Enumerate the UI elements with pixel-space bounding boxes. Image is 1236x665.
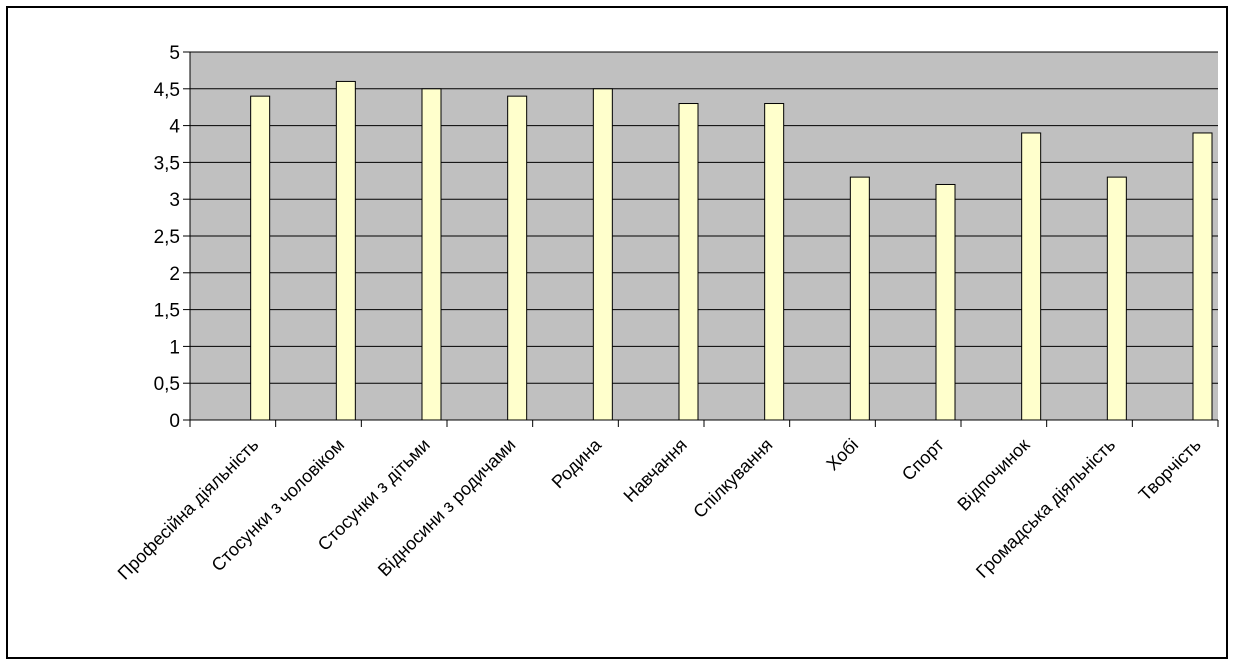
bar	[678, 103, 699, 421]
x-tick-label: Відпочинок	[953, 435, 1033, 515]
bar	[592, 88, 613, 421]
bar	[335, 80, 356, 421]
y-tick-label: 0,5	[154, 374, 180, 395]
y-tick-label: 1,5	[154, 301, 180, 322]
x-tick-label: Громадська діяльність	[972, 435, 1119, 582]
x-tick-label: Професійна діяльність	[114, 435, 263, 584]
bar	[849, 176, 870, 421]
gridlines	[190, 51, 1218, 384]
axes	[183, 51, 1219, 427]
bar	[507, 95, 528, 421]
x-tick-label: Спілкування	[689, 435, 776, 522]
y-tick-label: 2,5	[154, 227, 180, 248]
x-tick-label: Спорт	[898, 435, 948, 485]
y-tick-label: 0	[169, 411, 180, 432]
y-tick-label: 3,5	[154, 153, 180, 174]
bar	[1192, 132, 1213, 421]
y-tick-label: 3	[169, 190, 180, 211]
y-tick-labels: 0 0,5 1 1,5 2 2,5 3 3,5 4 4,5 5	[154, 43, 181, 432]
bar	[935, 183, 956, 421]
x-tick-label: Родина	[548, 434, 606, 492]
bar	[1106, 176, 1127, 421]
bar	[764, 103, 785, 421]
bar	[250, 95, 271, 421]
bar	[1021, 132, 1042, 421]
x-tick-label: Творчість	[1135, 435, 1205, 505]
x-tick-label: Відносини з родичами	[374, 435, 519, 580]
bar	[421, 88, 442, 421]
x-tick-label: Навчання	[620, 435, 691, 506]
x-tick-label: Хобі	[822, 435, 862, 475]
y-tick-label: 4,5	[154, 80, 180, 101]
y-tick-label: 1	[169, 337, 180, 358]
bars	[250, 80, 1213, 421]
y-tick-label: 5	[169, 43, 180, 64]
y-tick-label: 2	[169, 264, 180, 285]
y-tick-label: 4	[169, 117, 180, 138]
